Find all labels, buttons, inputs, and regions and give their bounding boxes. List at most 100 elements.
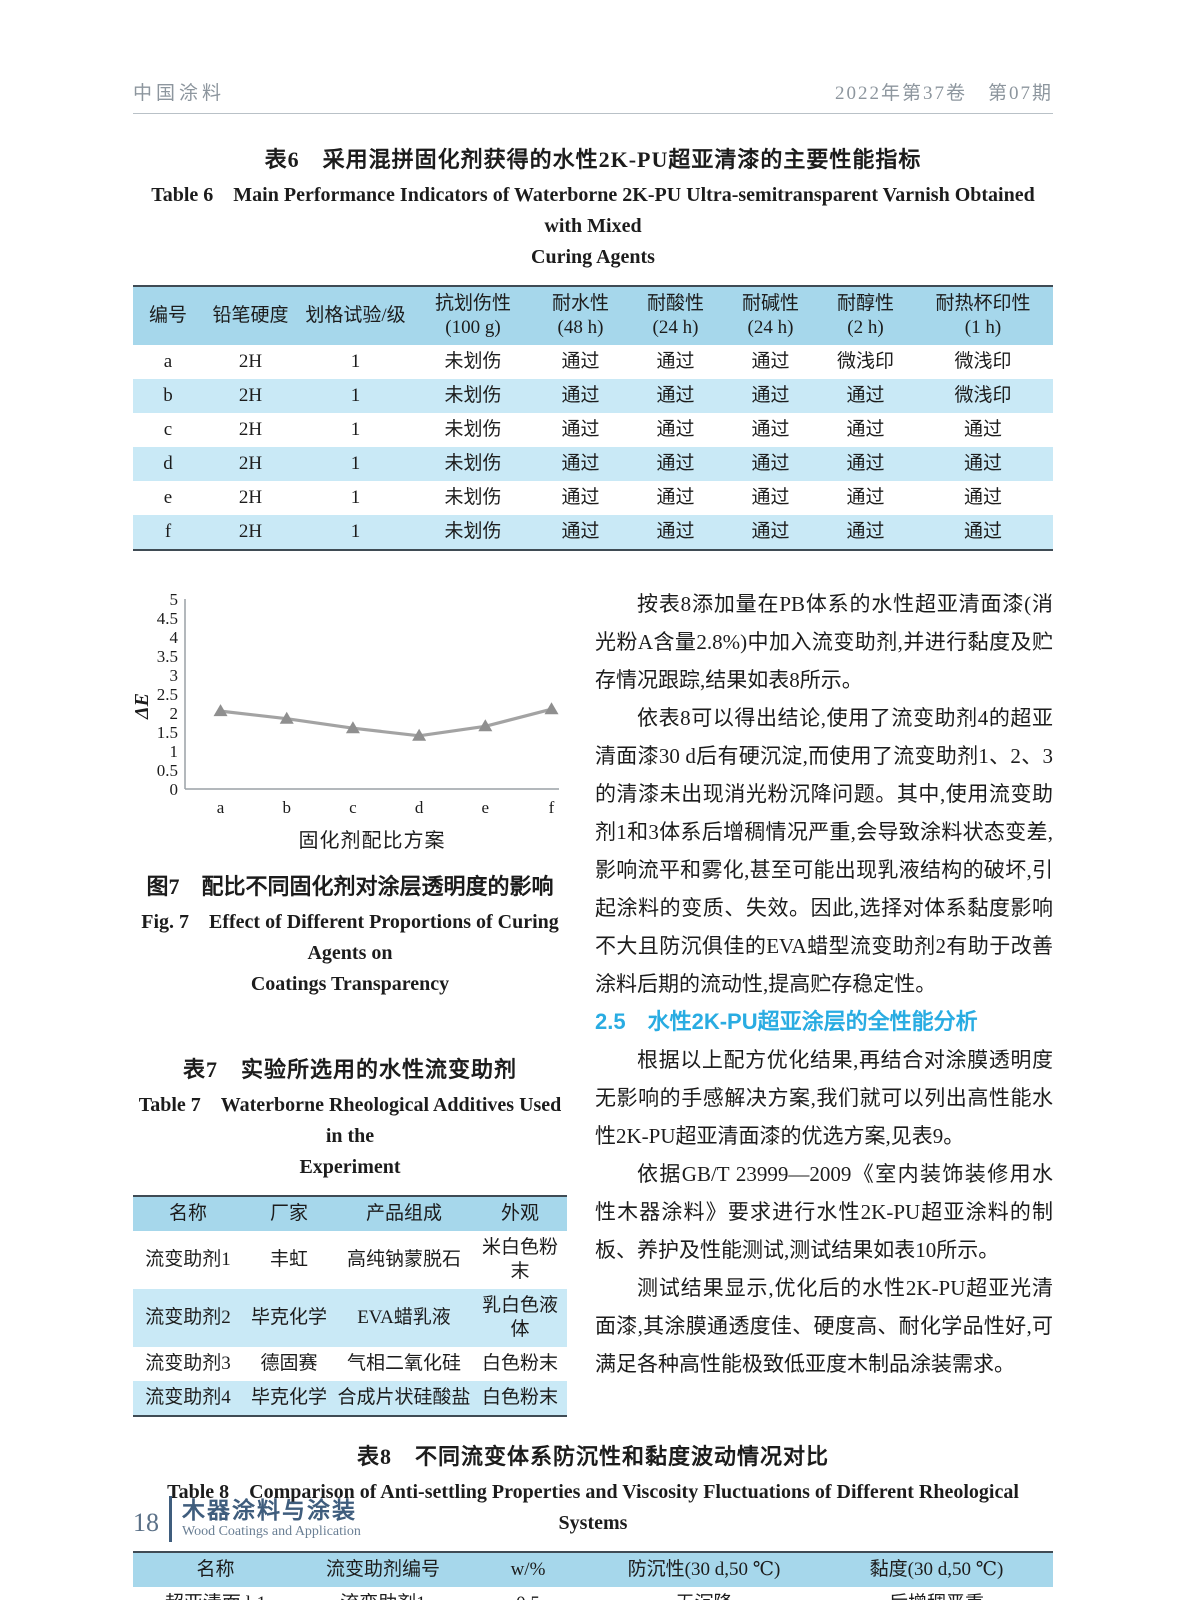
table-header-cell: 编号	[133, 286, 203, 345]
table-cell: 通过	[656, 351, 695, 372]
table-header-row: 编号 铅笔硬度 划格试验/级 抗划伤性 (100 g) 耐水性 (48 h) 耐酸性 (2…	[133, 286, 1053, 345]
table-header-cell: w/%	[468, 1552, 588, 1587]
table-cell: 通过	[846, 487, 885, 508]
table-header-row: 名称 流变助剂编号 w/% 防沉性(30 d,50 ℃) 黏度(30 d,50 ℃)	[133, 1552, 1053, 1587]
table-cell: 白色粉末	[481, 1353, 558, 1374]
table-header-row: 名称 厂家 产品组成 外观	[133, 1196, 567, 1231]
y-tick-label: 0	[170, 780, 179, 799]
table-cell: 1	[298, 515, 413, 550]
table-cell: 通过	[818, 447, 913, 481]
table-header-cell: 外观	[473, 1196, 567, 1231]
footer-title-block: 木器涂料与涂装 Wood Coatings and Application	[182, 1497, 361, 1541]
table8-title-en: Table 8 Comparison of Anti-settling Prop…	[167, 1481, 1019, 1534]
data-point-marker	[478, 719, 493, 732]
y-tick-label: 0.5	[157, 761, 178, 780]
table-cell: 2H	[203, 447, 298, 481]
data-point-marker	[279, 711, 294, 724]
table-cell: 通过	[628, 515, 723, 550]
table6-title-cn: 表6 采用混拼固化剂获得的水性2K-PU超亚清漆的主要性能指标	[264, 147, 922, 172]
table-cell: 流变助剂1	[298, 1587, 468, 1600]
table-cell: 0.5	[468, 1587, 588, 1600]
x-tick-label: e	[482, 798, 490, 817]
table-cell: 通过	[561, 487, 600, 508]
table-header-cell: 抗划伤性 (100 g)	[413, 286, 533, 345]
table-cell: 1	[298, 447, 413, 481]
table-cell: e	[163, 487, 173, 508]
table-cell: 通过	[751, 487, 790, 508]
chart-x-axis-label: 固化剂配比方案	[298, 830, 446, 852]
table-header-cell: 耐水性 (48 h)	[533, 286, 628, 345]
table8-title: 表8 不同流变体系防沉性和黏度波动情况对比 Table 8 Comparison…	[133, 1439, 1053, 1539]
table7-title-en: Table 7 Waterborne Rheological Additives…	[138, 1094, 562, 1178]
table-row: d 2H 1 未划伤 通过 通过 通过 通过 通过	[133, 447, 1053, 481]
table-cell: 通过	[561, 419, 600, 440]
figure7-caption-en: Fig. 7 Effect of Different Proportions o…	[141, 911, 559, 995]
table-cell: 流变助剂2	[133, 1289, 243, 1347]
data-point-marker	[213, 704, 228, 717]
table-header-cell: 防沉性(30 d,50 ℃)	[588, 1552, 820, 1587]
table8-title-cn: 表8 不同流变体系防沉性和黏度波动情况对比	[356, 1444, 829, 1469]
table-cell: 乳白色液体	[473, 1289, 567, 1347]
table-cell: 通过	[656, 487, 695, 508]
table-cell: f	[133, 515, 203, 550]
footer-title-cn: 木器涂料与涂装	[182, 1497, 357, 1523]
y-tick-label: 3.5	[157, 647, 178, 666]
table-cell: 气相二氧化硅	[346, 1353, 461, 1374]
table6-title-en: Table 6 Main Performance Indicators of W…	[151, 184, 1035, 268]
figure7-caption: 图7 配比不同固化剂对涂层透明度的影响 Fig. 7 Effect of Dif…	[133, 869, 567, 1000]
table-cell: 白色粉末	[473, 1381, 567, 1416]
table-header-cell: 名称	[133, 1552, 298, 1587]
x-tick-label: d	[415, 798, 424, 817]
data-point-marker	[412, 728, 427, 741]
table-cell: 2H	[238, 487, 263, 508]
table-header-cell: 铅笔硬度	[203, 286, 298, 345]
table-header-cell: 黏度(30 d,50 ℃)	[820, 1552, 1053, 1587]
table-cell: 2H	[238, 419, 263, 440]
paragraph: 根据以上配方优化结果,再结合对涂膜透明度无影响的手感解决方案,我们就可以列出高性…	[595, 1048, 1053, 1148]
table-cell: 流变助剂1	[145, 1249, 231, 1270]
table-cell: 流变助剂4	[133, 1381, 243, 1416]
issue-info: 2022年第37卷 第07期	[834, 83, 1053, 104]
table-cell: 未划伤	[413, 515, 533, 550]
right-column: 按表8添加量在PB体系的水性超亚清面漆(消光粉A含量2.8%)中加入流变助剂,并…	[595, 585, 1053, 1417]
table6-title: 表6 采用混拼固化剂获得的水性2K-PU超亚清漆的主要性能指标 Table 6 …	[133, 142, 1053, 273]
table-row: 超亚清面d-1流变助剂10.5无沉降后增稠严重	[133, 1587, 1053, 1600]
y-tick-label: 2.5	[157, 685, 178, 704]
table-cell: 通过	[723, 447, 818, 481]
page-header: 中国涂料 2022年第37卷 第07期	[133, 78, 1053, 114]
table-cell: 流变助剂3	[145, 1353, 231, 1374]
table-cell: 未划伤	[413, 379, 533, 413]
x-tick-label: b	[282, 798, 291, 817]
table-row: a 2H 1 未划伤 通过 通过 通过 微浅印 微浅印	[133, 345, 1053, 379]
table-cell: 超亚清面d-1	[133, 1587, 298, 1600]
journal-name: 中国涂料	[133, 83, 226, 104]
table-cell: 合成片状硅酸盐	[335, 1381, 473, 1416]
table-cell: 1	[350, 487, 361, 508]
table-cell: 通过	[913, 515, 1053, 550]
table-cell: 通过	[818, 515, 913, 550]
table-row: 流变助剂1 丰虹 高纯钠蒙脱石 米白色粉末	[133, 1231, 567, 1289]
table-row: f 2H 1 未划伤 通过 通过 通过 通过 通过	[133, 515, 1053, 550]
paragraph: 依表8可以得出结论,使用了流变助剂4的超亚清面漆30 d后有硬沉淀,而使用了流变…	[595, 706, 1053, 996]
table-cell: c	[163, 419, 173, 440]
data-line	[220, 707, 552, 738]
table-cell: 1	[350, 351, 361, 372]
table-cell: 通过	[751, 419, 790, 440]
table-row: b 2H 1 未划伤 通过 通过 通过 通过 微浅印	[133, 379, 1053, 413]
table-header-cell: 耐热杯印性 (1 h)	[913, 286, 1053, 345]
table-cell: 2H	[238, 351, 263, 372]
paragraph: 依据GB/T 23999—2009《室内装饰装修用水性木器涂料》要求进行水性2K…	[595, 1162, 1053, 1262]
x-tick-label: a	[217, 798, 225, 817]
table-cell: 微浅印	[836, 351, 894, 372]
table-cell: 高纯钠蒙脱石	[346, 1249, 461, 1270]
table-cell: 通过	[913, 447, 1053, 481]
left-column: 0 0.5 1 1.5 2 2.5 3 3.5 4 4.5 5 ΔE a b c d e f 固化剂配比方案 图7…	[131, 585, 567, 1417]
y-tick-label: 2	[170, 704, 179, 723]
table-cell: 米白色粉末	[481, 1237, 558, 1282]
page-footer: 18 木器涂料与涂装 Wood Coatings and Application	[133, 1496, 361, 1542]
paragraph: 测试结果显示,优化后的水性2K-PU超亚光清面漆,其涂膜通透度佳、硬度高、耐化学…	[595, 1276, 1053, 1376]
paragraph: 按表8添加量在PB体系的水性超亚清面漆(消光粉A含量2.8%)中加入流变助剂,并…	[595, 592, 1053, 692]
y-tick-label: 4	[170, 628, 179, 647]
y-tick-label: 1.5	[157, 723, 178, 742]
